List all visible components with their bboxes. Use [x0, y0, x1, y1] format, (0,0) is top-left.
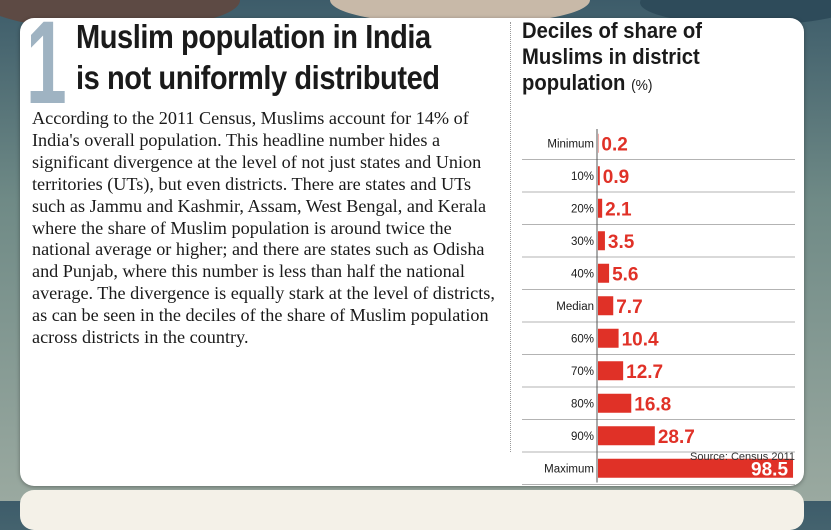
data-label: 12.7: [626, 362, 663, 383]
tick-label: 30%: [571, 236, 594, 248]
data-label: 3.5: [608, 232, 635, 253]
data-label: 0.9: [603, 167, 629, 188]
tick-label: 60%: [571, 333, 594, 345]
data-label: 0.2: [601, 134, 627, 155]
bar: [598, 329, 619, 348]
tick-label: 40%: [571, 268, 594, 280]
bar: [598, 394, 631, 413]
tick-label: Minimum: [547, 138, 594, 150]
bar: [598, 264, 609, 283]
data-label: 16.8: [634, 394, 671, 415]
data-label: 5.6: [612, 264, 638, 285]
tick-label: 70%: [571, 366, 594, 378]
tick-label: 90%: [571, 431, 594, 443]
tick-label: Maximum: [544, 463, 594, 475]
tick-label: Median: [556, 301, 594, 313]
decile-bar-chart: Minimum 0.2 10% 0.9 20% 2.1 30% 3.5 40% 5.6 Median…: [0, 0, 831, 501]
source-note: Source: Census 2011: [690, 451, 795, 463]
bar: [598, 199, 602, 218]
bar: [598, 166, 600, 185]
bar: [598, 231, 605, 250]
bar: [598, 361, 623, 380]
data-label: 28.7: [658, 427, 695, 448]
tick-label: 20%: [571, 203, 594, 215]
data-label: 7.7: [616, 297, 642, 318]
bar: [598, 426, 655, 445]
data-label: 2.1: [605, 199, 632, 220]
data-label: 10.4: [622, 329, 659, 350]
bar: [598, 296, 613, 315]
tick-label: 10%: [571, 171, 594, 183]
tick-label: 80%: [571, 398, 594, 410]
